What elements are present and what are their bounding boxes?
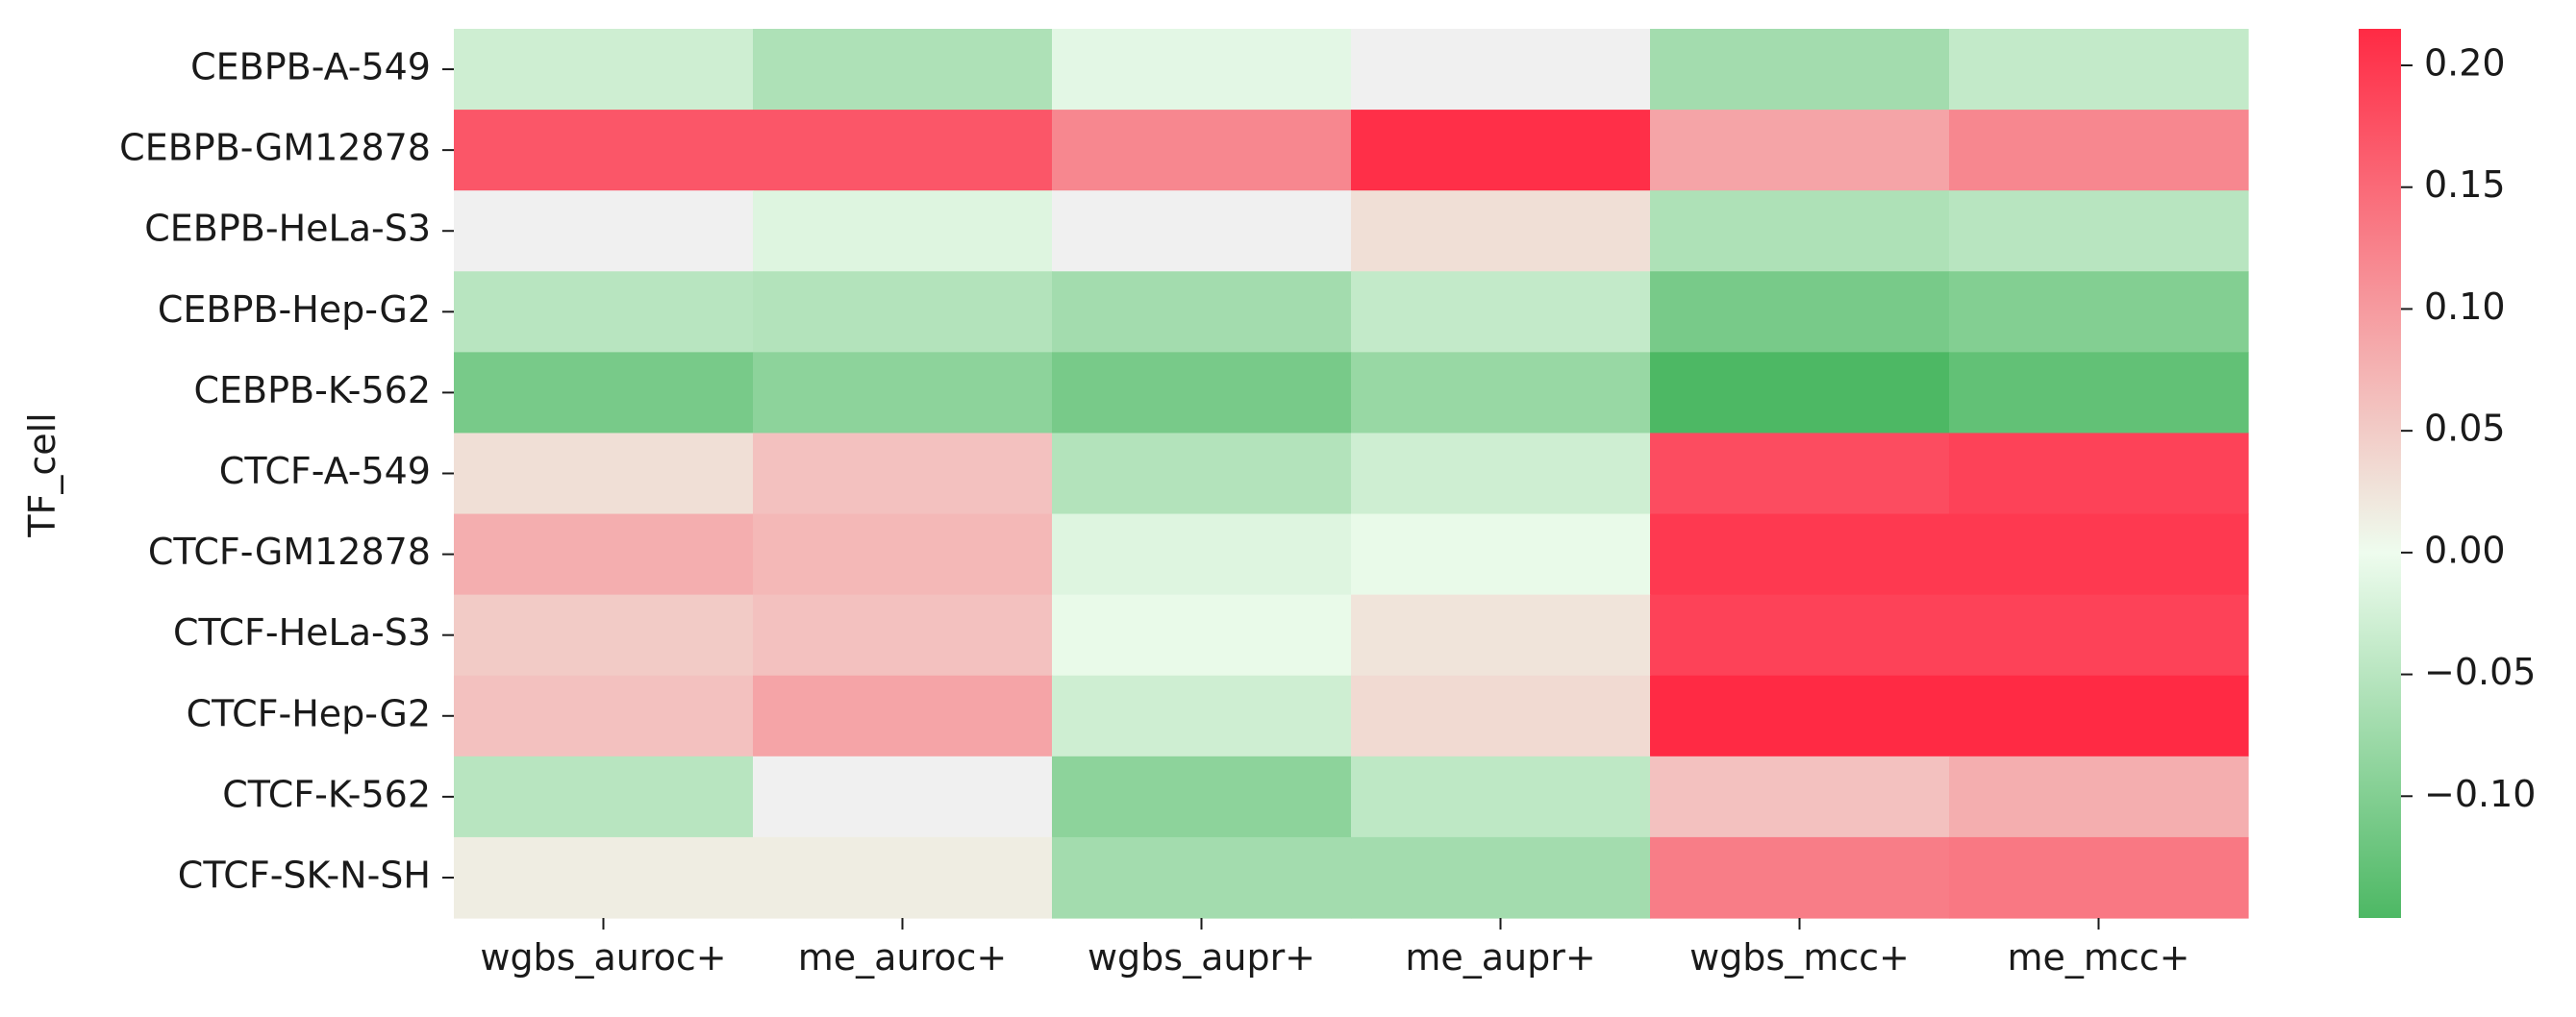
heatmap-cell	[1052, 433, 1352, 515]
heatmap-cell	[753, 836, 1053, 919]
x-tick-label: me_mcc+	[2007, 936, 2189, 979]
heatmap-cell	[454, 513, 754, 596]
heatmap-cell	[1949, 513, 2249, 596]
x-tick-labels: wgbs_auroc+ me_auroc+ wgbs_aupr+ me_aupr+ wg…	[480, 918, 2190, 979]
y-tick-label: CTCF-HeLa-S3	[173, 611, 431, 654]
y-axis-label: TF_cell	[21, 412, 63, 537]
x-tick-label: me_aupr+	[1405, 936, 1595, 979]
y-tick-label: CTCF-A-549	[219, 450, 431, 492]
heatmap-cell	[454, 110, 754, 191]
y-tick-label: CEBPB-A-549	[190, 46, 431, 88]
x-tick-label: me_auroc+	[798, 936, 1008, 979]
heatmap-cell	[1351, 594, 1651, 677]
x-tick-label: wgbs_auroc+	[480, 936, 726, 979]
heatmap-cell	[454, 190, 754, 272]
heatmap-cell	[1949, 433, 2249, 515]
colorbar	[2359, 29, 2401, 918]
heatmap-cell	[753, 352, 1053, 434]
y-tick-label: CEBPB-K-562	[194, 369, 431, 411]
heatmap-cell	[1650, 836, 1950, 919]
heatmap-cell	[454, 756, 754, 838]
heatmap-cell	[1351, 836, 1651, 919]
x-tick-label: wgbs_aupr+	[1088, 936, 1315, 979]
heatmap-cell	[1351, 675, 1651, 757]
heatmap-cell	[1949, 675, 2249, 757]
heatmap-cell	[1949, 271, 2249, 353]
heatmap-cell	[1052, 594, 1352, 677]
heatmap-cell	[1052, 352, 1352, 434]
heatmap-cell	[1949, 352, 2249, 434]
heatmap-cell	[753, 513, 1053, 596]
heatmap-cell	[1052, 29, 1352, 111]
heatmap-cell	[1949, 836, 2249, 919]
heatmap-cell	[753, 675, 1053, 757]
colorbar-tick-label: 0.10	[2424, 285, 2506, 328]
heatmap-cell	[1650, 675, 1950, 757]
heatmap-cells	[454, 29, 2249, 919]
heatmap-cell	[753, 29, 1053, 111]
heatmap-cell	[1650, 190, 1950, 272]
heatmap-cell	[454, 675, 754, 757]
heatmap-cell	[1052, 190, 1352, 272]
heatmap-cell	[1351, 433, 1651, 515]
colorbar-tick-label: 0.05	[2424, 408, 2506, 450]
heatmap-cell	[454, 836, 754, 919]
y-tick-label: CEBPB-Hep-G2	[158, 288, 431, 331]
colorbar-tick-label: −0.10	[2424, 773, 2536, 815]
heatmap-cell	[1949, 756, 2249, 838]
y-tick-label: CEBPB-HeLa-S3	[144, 208, 431, 250]
colorbar-tick-label: 0.00	[2424, 529, 2506, 571]
colorbar-tick-label: −0.05	[2424, 651, 2536, 693]
y-tick-label: CTCF-SK-N-SH	[178, 854, 431, 896]
heatmap-cell	[1351, 271, 1651, 353]
y-tick-label: CTCF-K-562	[222, 773, 431, 815]
x-tick-label: wgbs_mcc+	[1689, 936, 1910, 979]
heatmap-cell	[1052, 756, 1352, 838]
heatmap-cell	[1650, 594, 1950, 677]
heatmap-cell	[1351, 110, 1651, 191]
heatmap-cell	[1351, 29, 1651, 111]
y-tick-label: CEBPB-GM12878	[119, 127, 431, 169]
heatmap-cell	[1351, 352, 1651, 434]
colorbar-tick-label: 0.20	[2424, 42, 2506, 85]
heatmap-cell	[753, 190, 1053, 272]
y-tick-label: CTCF-Hep-G2	[187, 692, 431, 734]
heatmap-cell	[1949, 190, 2249, 272]
heatmap-cell	[1650, 271, 1950, 353]
heatmap-cell	[454, 352, 754, 434]
heatmap-cell	[1052, 110, 1352, 191]
heatmap-cell	[1650, 352, 1950, 434]
heatmap-cell	[1949, 594, 2249, 677]
heatmap-cell	[753, 756, 1053, 838]
heatmap-cell	[1052, 513, 1352, 596]
heatmap-cell	[1351, 513, 1651, 596]
heatmap-cell	[454, 271, 754, 353]
heatmap-cell	[1052, 836, 1352, 919]
colorbar-tick-label: 0.15	[2424, 163, 2506, 206]
heatmap-cell	[1949, 29, 2249, 111]
heatmap-cell	[753, 271, 1053, 353]
heatmap-cell	[454, 433, 754, 515]
heatmap-cell	[1052, 675, 1352, 757]
heatmap-cell	[1650, 756, 1950, 838]
heatmap-cell	[753, 433, 1053, 515]
heatmap-cell	[753, 594, 1053, 677]
heatmap-cell	[1949, 110, 2249, 191]
heatmap-cell	[454, 594, 754, 677]
colorbar-ticks: 0.20 0.15 0.10 0.05 0.00 −0.05 −0.10	[2401, 42, 2536, 815]
heatmap-cell	[454, 29, 754, 111]
heatmap-cell	[1650, 513, 1950, 596]
heatmap-cell	[1650, 29, 1950, 111]
heatmap-cell	[1351, 756, 1651, 838]
heatmap-cell	[1052, 271, 1352, 353]
heatmap-cell	[1650, 433, 1950, 515]
y-tick-label: CTCF-GM12878	[148, 531, 431, 573]
heatmap-cell	[753, 110, 1053, 191]
heatmap-cell	[1351, 190, 1651, 272]
y-tick-labels: CEBPB-A-549 CEBPB-GM12878 CEBPB-HeLa-S3 CEB…	[119, 46, 454, 896]
heatmap-cell	[1650, 110, 1950, 191]
